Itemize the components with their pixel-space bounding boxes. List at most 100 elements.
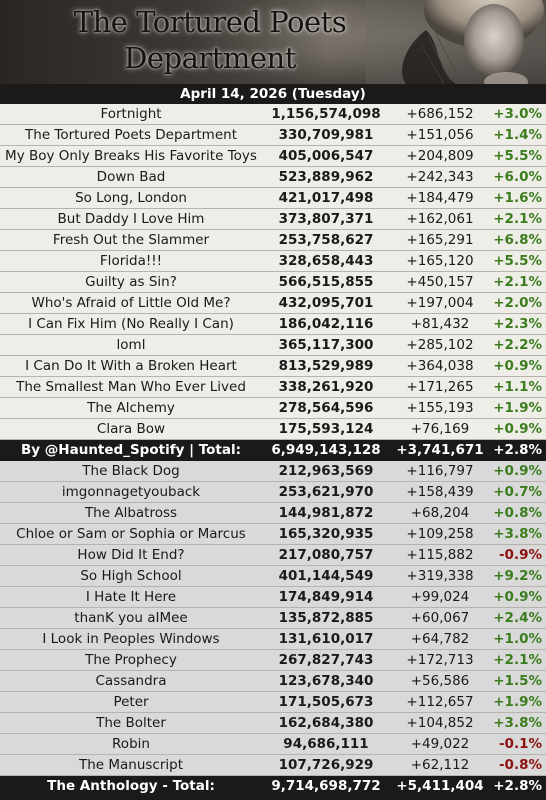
song-title: The Prophecy	[85, 652, 177, 668]
percent-change: +5.5%	[493, 148, 542, 164]
song-title: Florida!!!	[99, 253, 163, 269]
percent-change: +0.9%	[493, 421, 542, 437]
song-title: The Alchemy	[87, 400, 175, 416]
daily-streams: +162,061	[406, 211, 474, 227]
percent-change: -0.9%	[498, 547, 542, 563]
total-streams: 253,758,627	[278, 232, 374, 248]
total-streams: 107,726,929	[278, 757, 374, 773]
daily-streams: +285,102	[406, 337, 474, 353]
song-title: The Smallest Man Who Ever Lived	[16, 379, 246, 395]
total-streams: 131,610,017	[278, 631, 374, 647]
percent-change: +3.8%	[493, 526, 542, 542]
song-title: Clara Bow	[96, 421, 166, 437]
percent-change: +6.0%	[493, 169, 542, 185]
daily-streams: +172,713	[406, 652, 474, 668]
total-streams: 566,515,855	[278, 274, 374, 290]
song-title: I Can Do It With a Broken Heart	[25, 358, 237, 374]
grand-total-percent: +2.8%	[493, 778, 542, 794]
total-streams: 421,017,498	[278, 190, 374, 206]
album-title-line-1: The Tortured Poets	[73, 5, 347, 39]
total-streams: 813,529,989	[278, 358, 374, 374]
percent-change: +0.9%	[493, 463, 542, 479]
table-row: Who's Afraid of Little Old Me? 432,095,70…	[0, 293, 546, 314]
table-row: The Bolter 162,684,380 +104,852 +3.8%	[0, 713, 546, 734]
total-streams: 338,261,920	[278, 379, 374, 395]
percent-change: +2.2%	[493, 337, 542, 353]
daily-streams: +49,022	[410, 736, 470, 752]
song-title: Cassandra	[95, 673, 167, 689]
table-row: The Manuscript 107,726,929 +62,112 -0.8%	[0, 755, 546, 776]
percent-change: -0.1%	[498, 736, 542, 752]
song-title: loml	[116, 337, 146, 353]
portrait-image	[366, 0, 546, 84]
total-streams: 217,080,757	[278, 547, 374, 563]
percent-change: +1.9%	[493, 694, 542, 710]
daily-streams: +184,479	[406, 190, 474, 206]
table-row: My Boy Only Breaks His Favorite Toys 405,…	[0, 146, 546, 167]
total-streams: 373,807,371	[278, 211, 374, 227]
song-title: Who's Afraid of Little Old Me?	[31, 295, 231, 311]
song-title: thanK you aIMee	[74, 610, 188, 626]
table-row: I Can Fix Him (No Really I Can) 186,042,1…	[0, 314, 546, 335]
total-streams: 174,849,914	[278, 589, 374, 605]
percent-change: +6.8%	[493, 232, 542, 248]
daily-streams: +204,809	[406, 148, 474, 164]
percent-change: +9.2%	[493, 568, 542, 584]
total-streams: 135,872,885	[278, 610, 374, 626]
album-title-line-2: Department	[124, 41, 296, 75]
percent-change: +2.1%	[493, 211, 542, 227]
total-streams: 267,827,743	[278, 652, 374, 668]
table-row: Fresh Out the Slammer 253,758,627 +165,291…	[0, 230, 546, 251]
total-streams: 94,686,111	[283, 736, 369, 752]
grand-total-label: The Anthology - Total:	[47, 778, 215, 794]
table-row: Down Bad 523,889,962 +242,343 +6.0%	[0, 167, 546, 188]
percent-change: +1.9%	[493, 400, 542, 416]
daily-streams: +109,258	[406, 526, 474, 542]
song-title: Robin	[112, 736, 150, 752]
percent-change: +1.5%	[493, 673, 542, 689]
total-streams: 432,095,701	[278, 295, 374, 311]
table-row: I Can Do It With a Broken Heart 813,529,9…	[0, 356, 546, 377]
grand-total-total: 9,714,698,772	[271, 778, 381, 794]
daily-streams: +115,882	[406, 547, 474, 563]
date-bar: April 14, 2026 (Tuesday)	[0, 84, 546, 104]
table-row: The Alchemy 278,564,596 +155,193 +1.9%	[0, 398, 546, 419]
total-streams: 175,593,124	[278, 421, 374, 437]
total-streams: 405,006,547	[278, 148, 374, 164]
percent-change: +1.4%	[493, 127, 542, 143]
total-streams: 162,684,380	[278, 715, 374, 731]
song-title: Guilty as Sin?	[85, 274, 177, 290]
table-row: Cassandra 123,678,340 +56,586 +1.5%	[0, 671, 546, 692]
report-date: April 14, 2026 (Tuesday)	[180, 86, 366, 102]
table-row: The Prophecy 267,827,743 +172,713 +2.1%	[0, 650, 546, 671]
song-title: The Bolter	[96, 715, 166, 731]
table-row: Fortnight 1,156,574,098 +686,152 +3.0%	[0, 104, 546, 125]
percent-change: +0.9%	[493, 589, 542, 605]
song-title: The Tortured Poets Department	[25, 127, 237, 143]
total-streams: 212,963,569	[278, 463, 374, 479]
daily-streams: +104,852	[406, 715, 474, 731]
percent-change: +1.0%	[493, 631, 542, 647]
subtotal-bar: By @Haunted_Spotify | Total: 6,949,143,1…	[0, 440, 546, 461]
percent-change: +1.6%	[493, 190, 542, 206]
table-row: imgonnagetyouback 253,621,970 +158,439 +0.7…	[0, 482, 546, 503]
table-row: How Did It End? 217,080,757 +115,882 -0.9%	[0, 545, 546, 566]
daily-streams: +158,439	[406, 484, 474, 500]
daily-streams: +364,038	[406, 358, 474, 374]
table-row: So High School 401,144,549 +319,338 +9.2%	[0, 566, 546, 587]
daily-streams: +171,265	[406, 379, 474, 395]
song-title: The Manuscript	[78, 757, 184, 773]
table-row: But Daddy I Love Him 373,807,371 +162,061 +…	[0, 209, 546, 230]
table-row: Florida!!! 328,658,443 +165,120 +5.5%	[0, 251, 546, 272]
daily-streams: +112,657	[406, 694, 474, 710]
percent-change: +5.5%	[493, 253, 542, 269]
percent-change: +2.4%	[493, 610, 542, 626]
total-streams: 523,889,962	[278, 169, 374, 185]
daily-streams: +165,291	[406, 232, 474, 248]
total-streams: 330,709,981	[278, 127, 374, 143]
daily-streams: +60,067	[410, 610, 470, 626]
song-title: My Boy Only Breaks His Favorite Toys	[5, 148, 257, 164]
total-streams: 171,505,673	[278, 694, 374, 710]
total-streams: 123,678,340	[278, 673, 374, 689]
total-streams: 186,042,116	[278, 316, 374, 332]
